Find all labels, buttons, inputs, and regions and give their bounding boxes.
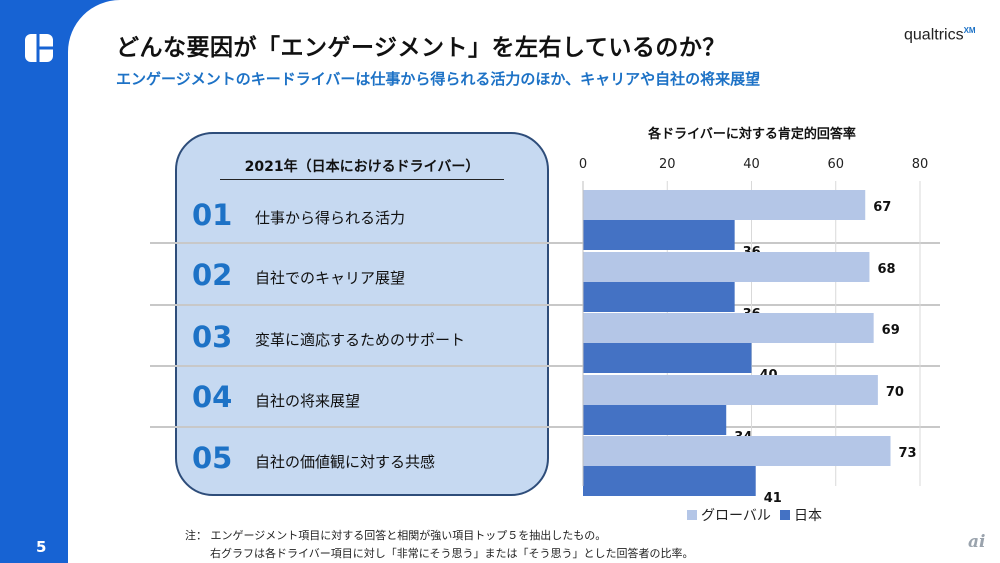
brand-name: qualtrics [904,26,964,44]
driver-number: 05 [192,441,233,475]
x-tick-label: 40 [743,157,760,172]
page-title: どんな要因が「エンゲージメント」を左右しているのか？ [116,35,726,61]
driver-label: 自社の価値観に対する共感 [255,453,436,471]
data-label-global: 73 [899,446,917,461]
legend-label: 日本 [794,508,822,524]
x-tick-label: 80 [912,157,929,172]
row-separator [150,365,940,367]
bar-japan [583,343,752,373]
driver-label: 自社の将来展望 [255,392,361,410]
data-label-global: 67 [873,200,891,215]
legend-swatch [687,510,697,520]
driver-number: 04 [192,380,233,414]
bar-global [583,375,878,405]
driver-number: 03 [192,320,233,354]
data-label-japan: 41 [764,491,782,506]
data-label-global: 69 [882,323,900,338]
page-number: 5 [36,538,47,556]
driver-label: 仕事から得られる活力 [255,209,406,227]
driver-number: 02 [192,258,233,292]
row-separator [150,426,940,428]
watermark-logo: ai [968,532,986,552]
brand-logo: qualtricsXM [904,26,976,44]
brand-suffix: XM [963,26,976,35]
data-label-global: 70 [886,385,904,400]
footnote-line-2: 右グラフは各ドライバー項目に対し「非常にそう思う」または「そう思う」とした回答者… [210,547,694,560]
bar-japan [583,282,735,312]
bar-global [583,313,874,343]
bar-global [583,252,870,282]
app-logo-icon [25,34,53,62]
driver-label: 変革に適応するためのサポート [255,331,466,349]
bar-japan [583,466,756,496]
row-separator [150,242,940,244]
data-label-global: 68 [877,262,895,277]
driver-number: 01 [192,198,233,232]
row-separator [150,304,940,306]
chart-title: 各ドライバーに対する肯定的回答率 [648,127,856,142]
page-subtitle: エンゲージメントのキードライバーは仕事から得られる活力のほか、キャリアや自社の将… [116,70,761,88]
footnote-line-1: 注： エンゲージメント項目に対する回答と相関が強い項目トップ５を抽出したもの。 [185,529,607,542]
x-tick-label: 60 [827,157,844,172]
drivers-box-title: 2021年（日本におけるドライバー） [220,156,504,180]
bar-japan [583,220,735,250]
bar-global [583,190,866,220]
bar-global [583,436,891,466]
drivers-box [175,132,549,496]
driver-label: 自社でのキャリア展望 [255,269,406,287]
x-tick-label: 0 [579,157,587,172]
x-tick-label: 20 [659,157,676,172]
legend-swatch [780,510,790,520]
bar-japan [583,405,727,435]
legend-label: グローバル [701,508,771,524]
